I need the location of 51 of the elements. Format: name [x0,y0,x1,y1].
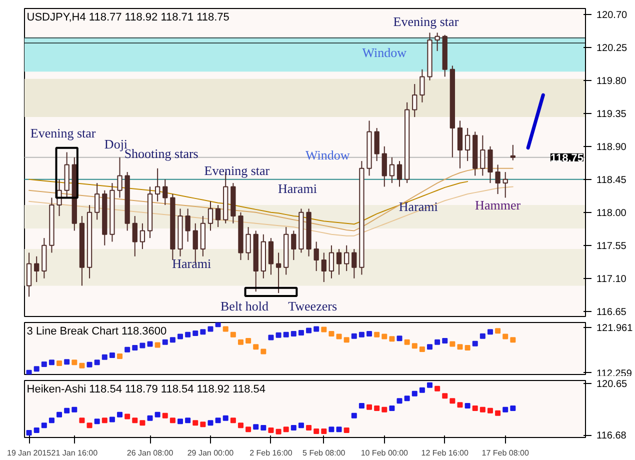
annotation: Window [306,148,350,162]
x-tick-label: 19 Jan 2015 [7,448,52,458]
annotation: Harami [278,181,318,196]
candlestick [336,248,342,276]
candlestick [276,252,282,294]
y-tick-label: 118.90 [596,142,627,153]
chart-title: Heiken-Ashi 118.54 118.79 118.54 118.92 118.54 [26,384,266,396]
candlestick [208,200,214,232]
x-tick-label: 2 Feb 16:00 [250,448,293,458]
x-tick-label: 5 Feb 08:00 [302,448,346,458]
candlestick [396,160,402,188]
y-tick-label: 119.35 [596,108,627,120]
y-tick-label: 120.65 [596,379,628,390]
annotation: Window [362,44,408,60]
annotation: Tweezers [288,298,338,314]
y-tick-label: 120.70 [596,10,628,21]
annotation: Evening star [204,162,270,178]
y-tick-label: 116.68 [596,430,627,442]
x-tick-label: 21 Jan 16:00 [51,448,98,458]
candlestick [464,128,470,162]
candlestick [328,244,334,279]
y-tick-label: 117.10 [596,274,627,285]
y-tick-label: 112.259 [596,368,632,380]
candlestick [154,168,160,202]
annotation: Evening star [30,126,96,140]
annotation: Harami [172,256,212,272]
annotation: Harami [398,198,438,214]
x-tick-label: 17 Feb 08:00 [482,448,530,458]
y-tick-label: 121.961 [596,322,634,334]
x-tick-label: 26 Jan 08:00 [126,448,174,458]
candlestick [457,120,463,169]
x-tick-label: 10 Feb 00:00 [360,448,409,458]
annotation: Belt hold [220,298,270,314]
y-tick-label: 118.45 [596,174,627,186]
x-tick-label: 12 Feb 16:00 [421,448,469,458]
annotation: Hammer [475,197,522,212]
x-tick-label: 29 Jan 00:00 [187,448,234,458]
annotation: Evening star [393,14,460,30]
y-tick-label: 116.65 [596,306,627,318]
candlestick [389,156,395,184]
y-tick-label: 117.55 [596,240,627,252]
candlestick [268,238,274,276]
annotation: Doji [104,136,128,152]
y-tick-label: 119.80 [596,76,627,87]
y-tick-label: 120.25 [596,42,628,54]
candlestick [140,222,146,250]
chart-title: 3 Line Break Chart 118.3600 [26,326,167,338]
candlestick [215,204,221,228]
y-tick-label: 118.00 [596,208,627,219]
ref-line-label: 118.75 [550,152,584,164]
chart-title: USDJPY,H4 118.77 118.92 118.71 118.75 [26,12,230,24]
